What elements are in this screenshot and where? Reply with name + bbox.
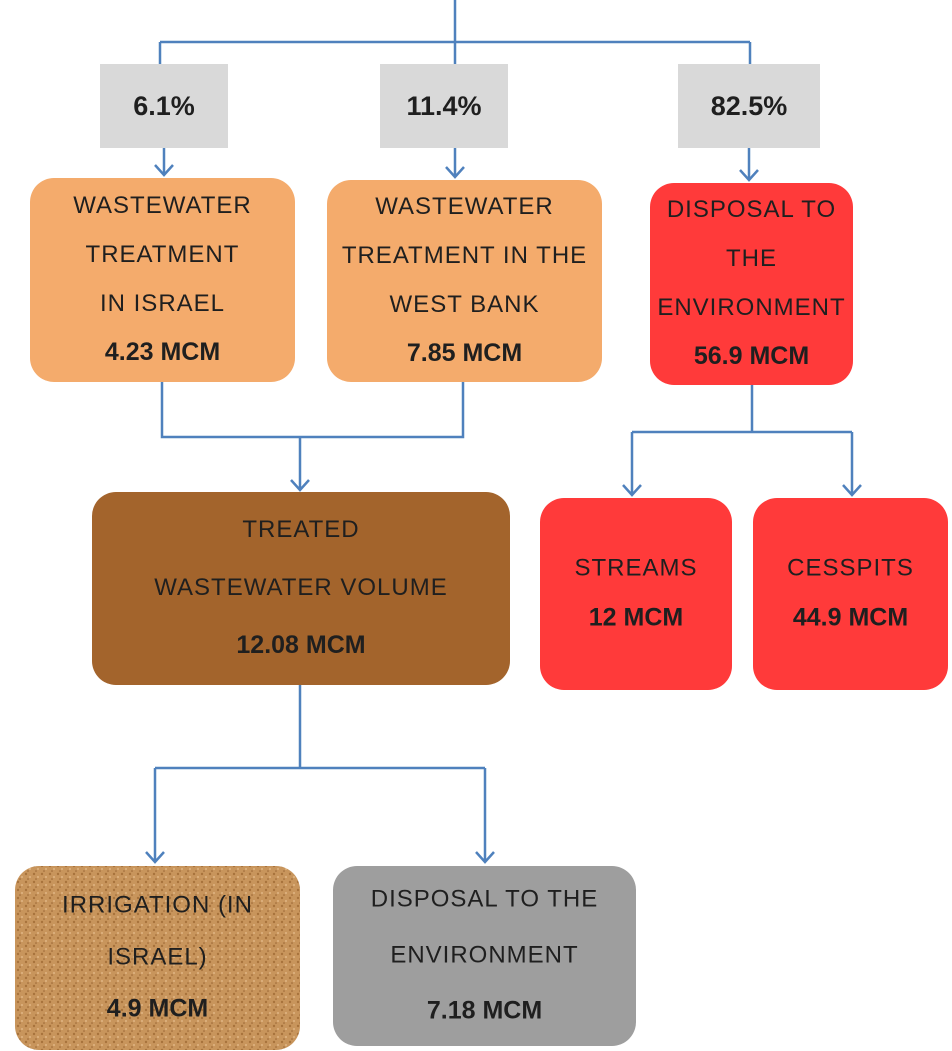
node-label: TREATMENT IN THE [342, 242, 587, 269]
percentage-box [678, 64, 820, 148]
node-value: 4.9 MCM [107, 995, 208, 1023]
node-box [333, 866, 636, 1046]
node-label: CESSPITS [787, 554, 914, 581]
node-box [30, 178, 295, 382]
node-label: WASTEWATER VOLUME [154, 574, 447, 601]
node-value: 12.08 MCM [236, 631, 365, 659]
percentage-label: 6.1% [133, 91, 195, 121]
node-value: 4.23 MCM [105, 338, 220, 366]
node-label: WEST BANK [390, 291, 540, 318]
node-label: IN ISRAEL [100, 290, 225, 317]
node-box [540, 498, 732, 690]
node-label: WASTEWATER [73, 192, 251, 219]
node-label: ENVIRONMENT [390, 941, 578, 968]
node-box [327, 180, 602, 382]
percentage-box [100, 64, 228, 148]
node-value: 56.9 MCM [694, 342, 809, 370]
node-box [753, 498, 948, 690]
node-label: WASTEWATER [375, 193, 553, 220]
percentage-label: 11.4% [406, 91, 481, 121]
node-box [650, 183, 853, 385]
node-label: TREATED [242, 516, 359, 543]
percentage-label: 82.5% [711, 91, 788, 121]
percentage-box [380, 64, 508, 148]
node-label: STREAMS [574, 554, 697, 581]
node-value: 12 MCM [589, 604, 683, 632]
node-box [15, 866, 300, 1050]
node-label: ISRAEL) [107, 943, 207, 970]
node-label: DISPOSAL TO [667, 196, 836, 223]
node-label: THE [726, 245, 777, 272]
node-box [92, 492, 510, 685]
node-value: 7.18 MCM [427, 997, 542, 1025]
node-label: IRRIGATION (IN [62, 891, 253, 918]
node-label: TREATMENT [86, 241, 240, 268]
connectors [145, 0, 862, 864]
node-value: 44.9 MCM [793, 604, 908, 632]
node-value: 7.85 MCM [407, 339, 522, 367]
node-label: DISPOSAL TO THE [371, 885, 599, 912]
node-label: ENVIRONMENT [657, 294, 845, 321]
